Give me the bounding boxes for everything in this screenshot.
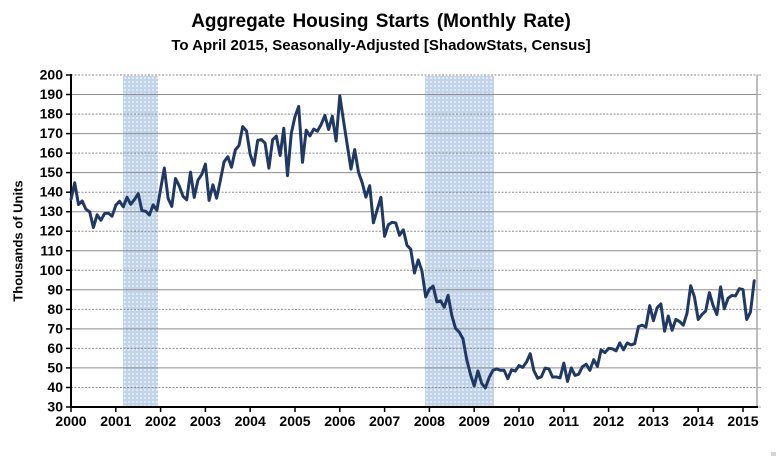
y-tick-label: 170 bbox=[40, 125, 64, 141]
x-tick-label: 2007 bbox=[369, 413, 400, 429]
y-tick-label: 90 bbox=[47, 281, 63, 297]
y-tick-label: 130 bbox=[40, 203, 64, 219]
y-tick-label: 70 bbox=[47, 320, 63, 336]
recession-band bbox=[123, 76, 159, 406]
y-tick-label: 100 bbox=[40, 262, 64, 278]
y-tick-label: 140 bbox=[40, 184, 64, 200]
x-tick-label: 2012 bbox=[593, 413, 624, 429]
x-tick-label: 2011 bbox=[549, 413, 580, 429]
y-tick-label: 40 bbox=[47, 379, 63, 395]
x-tick-label: 2000 bbox=[55, 413, 86, 429]
x-tick-label: 2003 bbox=[190, 413, 221, 429]
x-tick-label: 2008 bbox=[414, 413, 445, 429]
x-tick-label: 2009 bbox=[459, 413, 490, 429]
y-tick-label: 160 bbox=[40, 145, 64, 161]
x-tick-label: 2014 bbox=[683, 413, 714, 429]
y-tick-label: 60 bbox=[47, 340, 63, 356]
y-tick-label: 190 bbox=[40, 86, 64, 102]
y-tick-label: 200 bbox=[40, 67, 64, 83]
y-tick-label: 120 bbox=[40, 223, 64, 239]
y-tick-label: 180 bbox=[40, 106, 64, 122]
x-tick-label: 2001 bbox=[100, 413, 131, 429]
x-tick-label: 2010 bbox=[503, 413, 534, 429]
chart-title: Aggregate Housing Starts (Monthly Rate) bbox=[191, 11, 571, 32]
y-tick-label: 110 bbox=[40, 242, 63, 258]
x-tick-label: 2013 bbox=[638, 413, 669, 429]
x-tick-label: 2002 bbox=[145, 413, 176, 429]
x-tick-label: 2005 bbox=[279, 413, 310, 429]
x-tick-label: 2006 bbox=[324, 413, 355, 429]
recession-band bbox=[424, 76, 495, 406]
y-tick-label: 30 bbox=[47, 399, 63, 415]
data-line bbox=[69, 94, 756, 390]
y-tick-label: 80 bbox=[47, 301, 63, 317]
y-tick-label: 150 bbox=[40, 164, 64, 180]
x-tick-label: 2004 bbox=[235, 413, 266, 429]
chart-subtitle: To April 2015, Seasonally-Adjusted [Shad… bbox=[171, 37, 591, 54]
y-tick-label: 50 bbox=[47, 359, 63, 375]
x-tick-label: 2015 bbox=[727, 413, 758, 429]
artifact-mark bbox=[771, 452, 776, 456]
